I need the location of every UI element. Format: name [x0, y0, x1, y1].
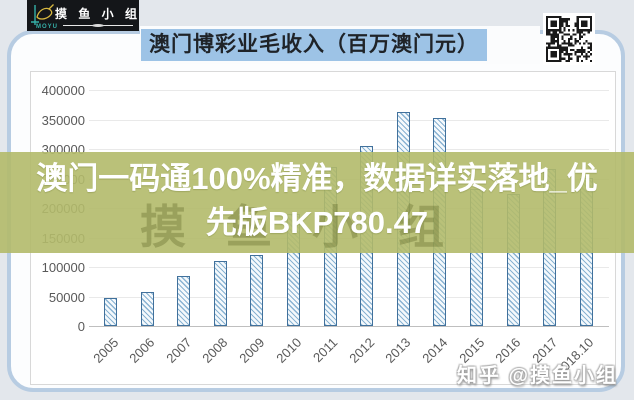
y-axis-label: 100000	[41, 260, 85, 275]
ad-overlay-band	[0, 152, 634, 253]
gridline	[89, 119, 609, 121]
y-axis-label: 400000	[41, 83, 85, 98]
ad-overlay-line2: 先版BKP780.47	[205, 205, 429, 240]
bar-2005	[104, 298, 117, 326]
qr-code	[543, 13, 595, 65]
gridline	[89, 267, 609, 268]
brand-en-label: MOYU	[36, 23, 58, 30]
gridline	[89, 296, 609, 298]
ad-overlay-line1: 澳门一码通100%精准，数据详实落地_优	[36, 161, 598, 196]
gridline	[89, 149, 609, 150]
bar-2007	[177, 276, 191, 326]
bar-2006	[140, 292, 154, 326]
ad-overlay-text: 澳门一码通100%精准，数据详实落地_优 先版BKP780.47	[0, 157, 634, 245]
brand-logo: MOYU 摸 鱼 小 组	[27, 0, 139, 31]
chart-title: 澳门博彩业毛收入（百万澳门元）	[141, 29, 487, 61]
brand-cn-label: 摸 鱼 小 组	[55, 6, 142, 21]
fish-icon: MOYU	[29, 3, 58, 30]
brand-text: 摸 鱼 小 组	[55, 5, 141, 27]
bar-2008	[213, 261, 227, 326]
small-fish-icon	[92, 23, 104, 27]
logo-underline	[63, 23, 133, 27]
y-axis-label: 350000	[41, 112, 85, 128]
x-axis-line	[89, 326, 609, 327]
y-axis-label: 50000	[48, 289, 85, 305]
bar-2009	[250, 254, 264, 326]
author-watermark: 知乎 @摸鱼小组	[456, 365, 618, 387]
y-axis-label: 0	[77, 319, 85, 334]
gridline	[89, 90, 609, 91]
chart-watermark: 摸鱼小组	[140, 201, 484, 253]
